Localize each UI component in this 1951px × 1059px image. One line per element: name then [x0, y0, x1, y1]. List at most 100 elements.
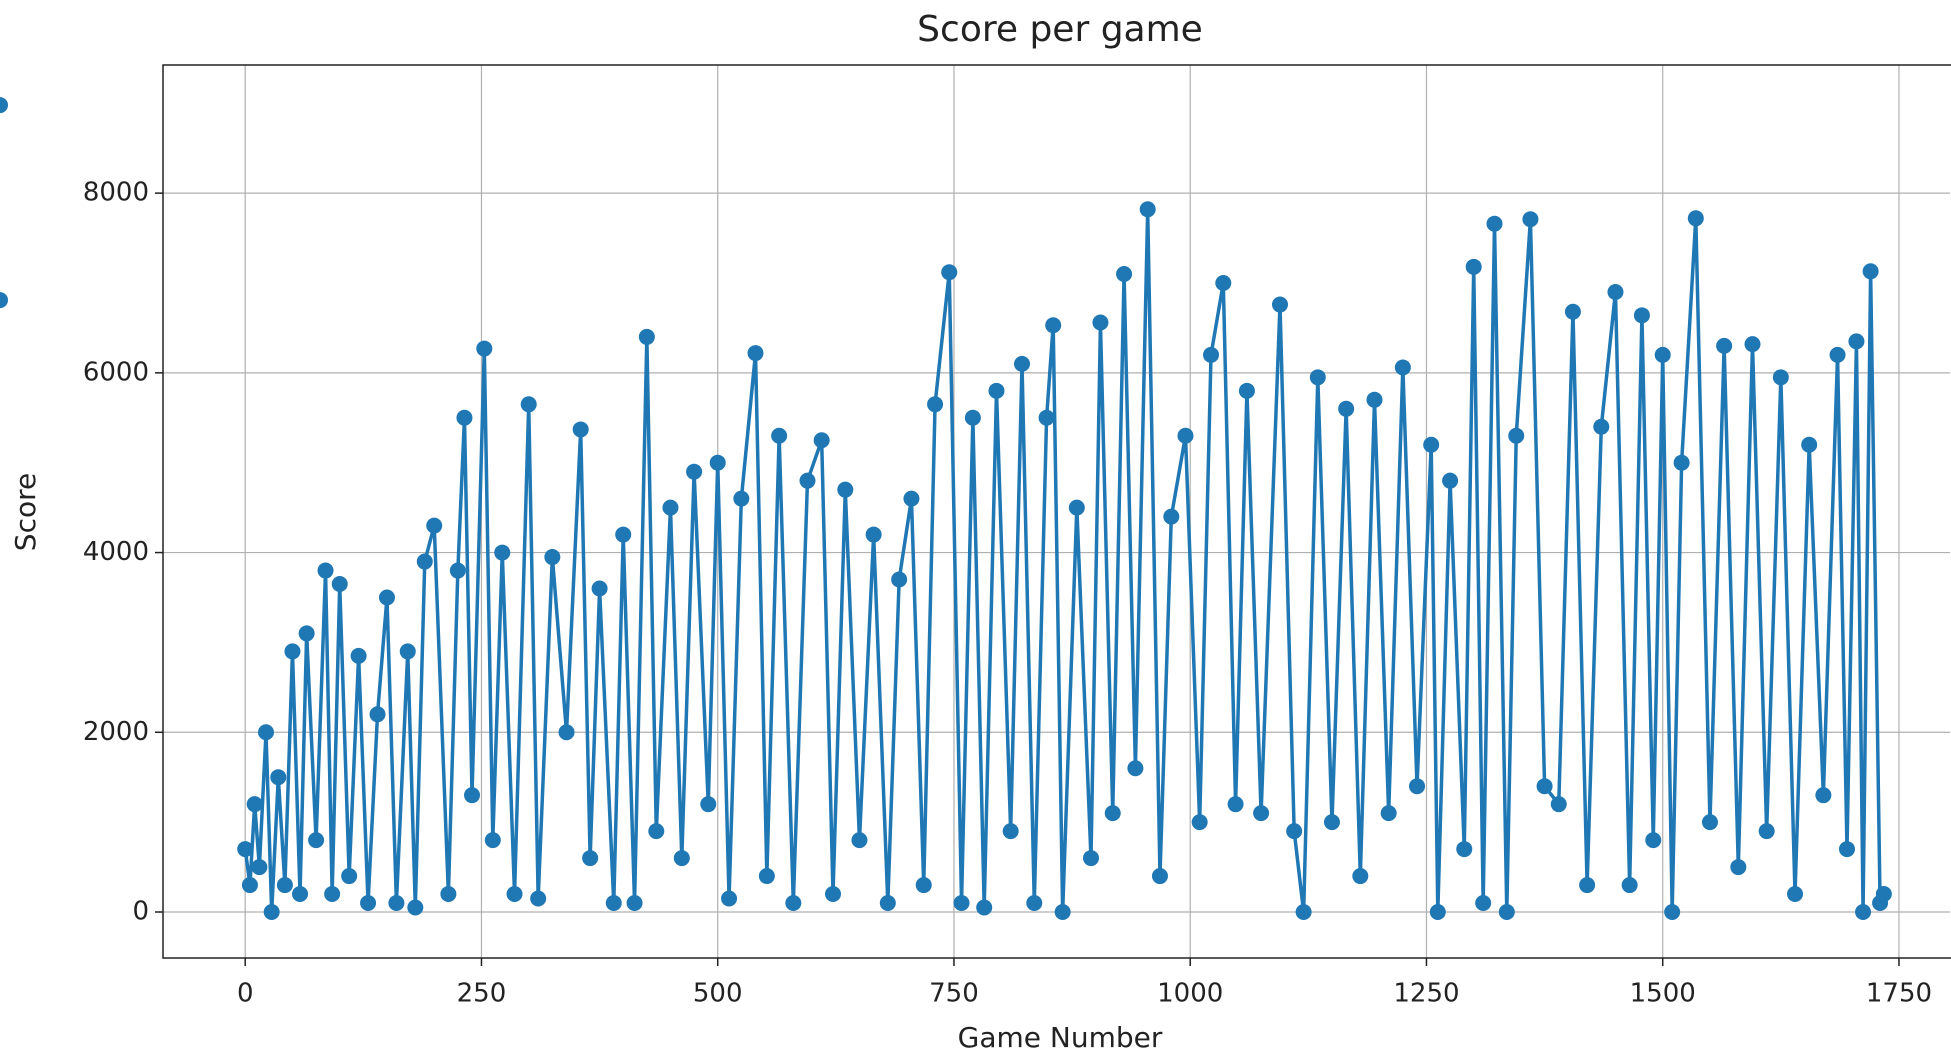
marker [1465, 258, 1482, 275]
marker [407, 899, 424, 916]
marker [263, 903, 280, 920]
marker [1038, 409, 1055, 426]
marker [251, 859, 268, 876]
marker [1633, 307, 1650, 324]
marker [709, 454, 726, 471]
marker [879, 895, 896, 912]
marker [582, 850, 599, 867]
marker [1716, 337, 1733, 354]
marker [1687, 210, 1704, 227]
marker [721, 890, 738, 907]
marker [1238, 382, 1255, 399]
marker [1191, 814, 1208, 831]
marker [494, 544, 511, 561]
marker [638, 328, 655, 345]
marker [903, 490, 920, 507]
marker [1394, 359, 1411, 376]
marker [700, 796, 717, 813]
y-axis-label: Score [9, 473, 42, 551]
marker [1654, 346, 1671, 363]
y-tick-label: 6000 [83, 357, 149, 387]
marker [0, 292, 8, 309]
x-tick-label: 250 [457, 979, 507, 1009]
marker [964, 409, 981, 426]
x-tick-label: 0 [237, 979, 254, 1009]
marker [1550, 796, 1567, 813]
y-tick-label: 2000 [83, 717, 149, 747]
marker [785, 895, 802, 912]
marker [1045, 317, 1062, 334]
marker [1607, 283, 1624, 300]
marker [1092, 314, 1109, 331]
marker [1380, 805, 1397, 822]
marker [350, 647, 367, 664]
marker [530, 890, 547, 907]
marker [1286, 823, 1303, 840]
marker [284, 643, 301, 660]
marker [449, 562, 466, 579]
x-axis-label: Game Number [958, 1021, 1163, 1054]
marker [558, 724, 575, 741]
marker [341, 868, 358, 885]
marker [1203, 346, 1220, 363]
marker [758, 868, 775, 885]
marker [1338, 400, 1355, 417]
marker [1579, 877, 1596, 894]
x-tick-label: 1250 [1393, 979, 1459, 1009]
marker [246, 796, 263, 813]
marker [1772, 369, 1789, 386]
marker [1664, 903, 1681, 920]
marker [1442, 472, 1459, 489]
plot-frame [162, 64, 1951, 959]
marker [399, 643, 416, 660]
marker [1295, 903, 1312, 920]
marker [378, 589, 395, 606]
marker [506, 886, 523, 903]
x-tick-label: 1750 [1866, 979, 1932, 1009]
marker [915, 877, 932, 894]
marker [426, 517, 443, 534]
marker [1593, 418, 1610, 435]
marker [927, 396, 944, 413]
marker [662, 499, 679, 516]
marker [1744, 336, 1761, 353]
marker [520, 396, 537, 413]
marker [369, 706, 386, 723]
marker [813, 432, 830, 449]
marker [1068, 499, 1085, 516]
marker [615, 526, 632, 543]
marker [1645, 832, 1662, 849]
marker [476, 340, 493, 357]
marker [1151, 868, 1168, 885]
x-tick-label: 500 [693, 979, 743, 1009]
marker [988, 382, 1005, 399]
marker [1163, 508, 1180, 525]
marker [1429, 903, 1446, 920]
marker [1082, 850, 1099, 867]
marker [825, 886, 842, 903]
marker [1838, 841, 1855, 858]
marker [1456, 841, 1473, 858]
marker [1815, 787, 1832, 804]
marker [1177, 427, 1194, 444]
marker [1253, 805, 1270, 822]
marker [360, 895, 377, 912]
marker [1366, 391, 1383, 408]
marker [1508, 427, 1525, 444]
marker [440, 886, 457, 903]
marker [747, 345, 764, 362]
marker [953, 895, 970, 912]
marker [298, 625, 315, 642]
marker [1498, 903, 1515, 920]
marker [276, 877, 293, 894]
y-tick-label: 0 [132, 896, 149, 926]
marker [591, 580, 608, 597]
marker [1127, 760, 1144, 777]
marker [865, 526, 882, 543]
marker [1104, 805, 1121, 822]
x-tick-label: 750 [929, 979, 979, 1009]
marker [241, 877, 258, 894]
marker [572, 421, 589, 438]
marker [0, 97, 8, 114]
